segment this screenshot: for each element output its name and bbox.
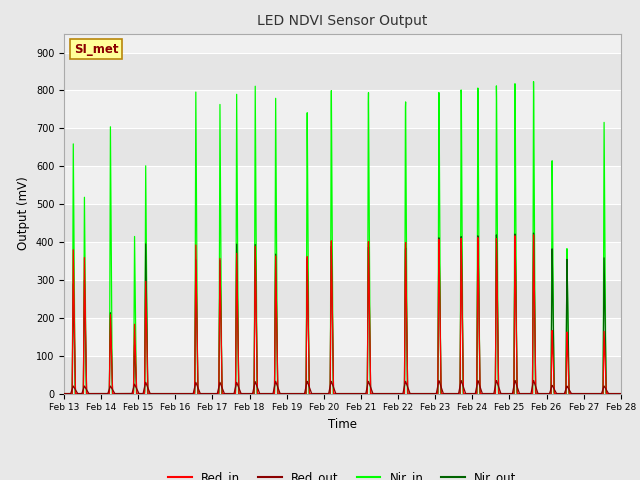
Bar [64,90,621,128]
Red_out [298,391,305,396]
Red_out [60,391,68,396]
Bar [64,166,621,204]
Bar [64,52,621,90]
Red_in [546,391,554,396]
Nir_in [124,391,131,396]
Red_in [530,232,538,238]
Nir_out [546,391,554,396]
Red_out [274,384,282,389]
Bar [64,280,621,318]
Red_in [60,391,68,396]
Line: Nir_in: Nir_in [64,82,621,394]
Bar [64,356,621,394]
Red_out [124,391,131,396]
Nir_in [60,391,68,396]
Red_out [530,378,538,384]
Title: LED NDVI Sensor Output: LED NDVI Sensor Output [257,14,428,28]
Nir_out [124,391,131,396]
Nir_out [60,391,68,396]
Y-axis label: Output (mV): Output (mV) [17,177,30,251]
Text: SI_met: SI_met [74,43,118,56]
Nir_in [617,391,625,396]
X-axis label: Time: Time [328,418,357,431]
Legend: Red_in, Red_out, Nir_in, Nir_out: Red_in, Red_out, Nir_in, Nir_out [163,466,522,480]
Red_in [298,391,305,396]
Red_in [274,372,282,377]
Bar [64,242,621,280]
Red_in [157,391,164,396]
Nir_in [298,391,305,396]
Red_in [617,391,625,396]
Nir_out [157,391,164,396]
Line: Red_in: Red_in [64,235,621,394]
Red_out [617,391,625,396]
Nir_in [274,391,282,396]
Bar [64,204,621,242]
Bar [64,128,621,166]
Red_in [606,391,614,396]
Nir_in [546,391,554,396]
Red_in [124,391,131,396]
Nir_in [157,391,164,396]
Line: Red_out: Red_out [64,381,621,394]
Line: Nir_out: Nir_out [64,233,621,394]
Bar [64,318,621,356]
Nir_out [274,372,282,377]
Red_out [606,391,614,396]
Nir_out [606,391,614,396]
Red_out [157,391,164,396]
Nir_in [606,391,614,396]
Nir_out [298,391,305,396]
Nir_in [530,79,538,84]
Nir_out [617,391,625,396]
Red_out [546,389,554,395]
Nir_out [530,230,538,236]
